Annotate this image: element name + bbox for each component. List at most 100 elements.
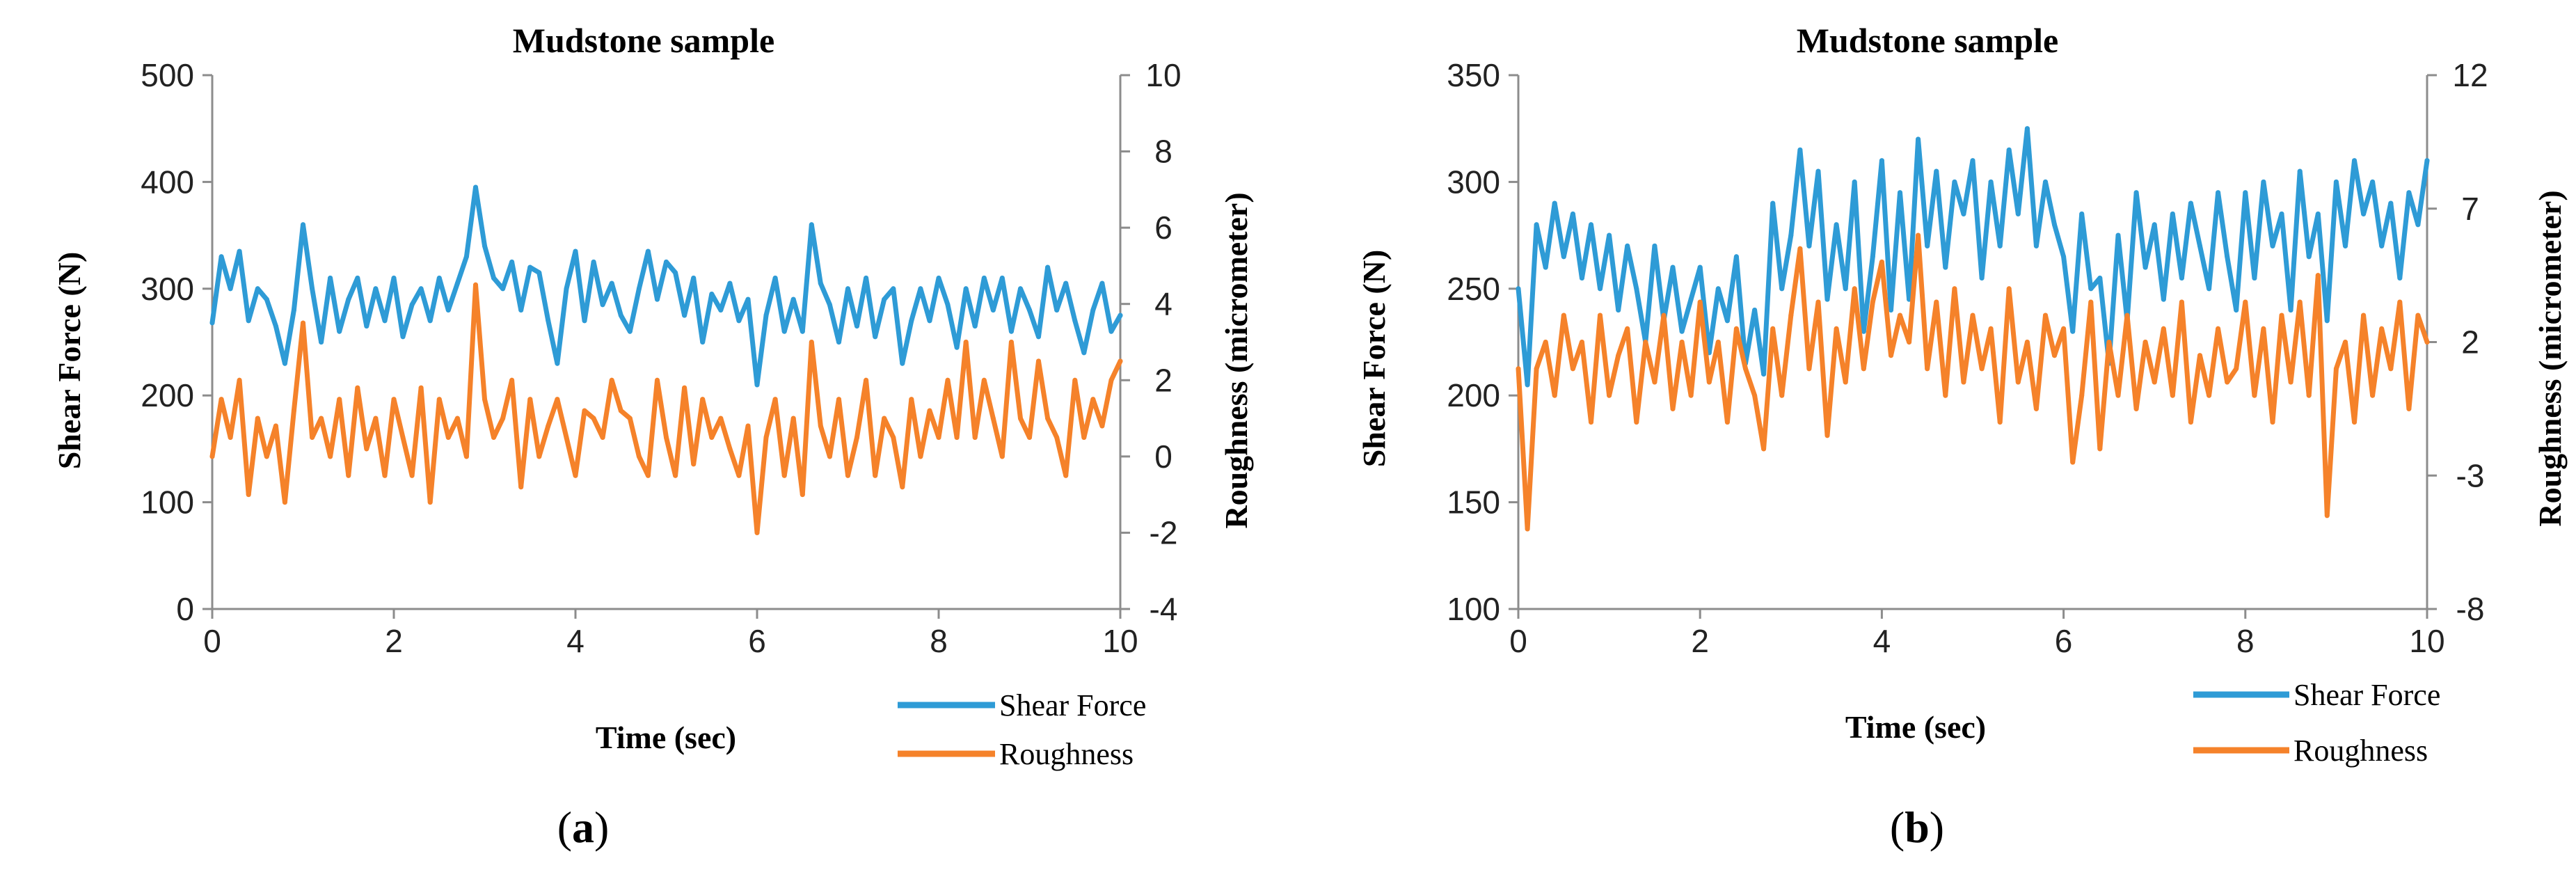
data-point [645,473,651,478]
data-point [2115,232,2121,238]
data-point [636,454,642,459]
legend: Shear Force Roughness [2193,678,2440,768]
data-point [1752,308,1758,313]
data-point [1616,308,1621,313]
x-tick-label: 4 [1873,623,1891,659]
data-point [255,416,260,421]
y-axis-left-title: Shear Force (N) [51,252,87,470]
y-left-tick-label: 100 [1447,591,1500,627]
data-point [582,408,587,413]
data-point [2070,329,2076,334]
data-point [364,324,369,329]
data-point [2261,326,2266,331]
x-tick-label: 10 [2409,623,2444,659]
data-point [1724,318,1730,324]
data-point [2170,211,2175,216]
data-point [645,248,651,254]
data-point [891,286,896,292]
data-point [2370,179,2376,184]
data-point [664,259,669,264]
data-point [1916,232,1921,238]
y-left-tick-label: 250 [1447,271,1500,307]
data-point [1525,382,1530,388]
data-point [546,423,551,429]
data-point [664,435,669,440]
data-point [319,340,324,345]
data-point [1861,366,1866,372]
data-point [246,492,251,498]
series-lines [1516,126,2430,532]
data-point [882,296,887,302]
y-left-tick-label: 500 [141,57,194,93]
data-point [591,416,596,421]
data-point [800,329,805,334]
chart-title: Mudstone sample [513,21,774,60]
data-point [1970,313,1975,318]
data-point [809,340,814,345]
data-point [1063,473,1069,478]
data-point [2243,190,2248,196]
data-point [555,361,560,366]
data-point [209,454,215,459]
data-point [1761,446,1767,452]
data-point [209,320,215,326]
data-point [909,318,914,324]
series-line-shear-force [209,184,1123,388]
data-point [1027,435,1032,440]
data-point [1779,286,1785,292]
data-point [763,313,769,318]
y-axis-right-title: Roughness (micrometer) [1218,192,1254,528]
y-right-tick-label: -4 [1150,591,1178,627]
data-point [400,334,406,340]
data-point [1797,147,1803,152]
data-point [346,473,351,478]
data-point [1072,377,1078,383]
data-point [2370,393,2376,398]
y-right-tick-label: 2 [2461,324,2479,361]
data-point [1988,326,1994,331]
data-point [573,248,578,254]
data-point [1788,313,1794,318]
y-right-tick-label: 8 [1154,134,1172,170]
data-point [391,397,397,402]
data-point [1063,280,1069,286]
data-point [1108,329,1114,334]
y-left-tick-label: 400 [141,164,194,200]
y-right-tick-label: 6 [1154,209,1172,246]
data-point [1934,299,1939,305]
data-point [827,302,832,308]
data-point [2288,379,2293,385]
chart-panel-b: Mudstone sample 0 2 4 6 8 10 100 150 200 250 300 35… [1356,21,2568,852]
data-point [310,286,315,292]
data-point [2170,393,2175,398]
data-point [2015,211,2021,216]
data-point [873,473,878,478]
data-point [809,222,814,228]
data-point [600,302,605,308]
data-point [936,276,941,280]
x-tick-label: 0 [203,623,221,659]
data-point [2343,340,2348,345]
data-point [1733,326,1739,331]
data-point [382,473,388,478]
data-point [1670,264,1676,270]
y-right-tick-label: 0 [1154,438,1172,475]
data-point [2033,243,2039,248]
x-tick-label: 0 [1509,623,1527,659]
data-point [1879,259,1884,264]
data-point [1688,296,1694,302]
data-point [2052,353,2057,358]
data-point [618,313,623,318]
data-point [337,329,342,334]
data-point [745,423,751,429]
data-point [1761,372,1767,377]
data-point [218,254,224,260]
data-point [1961,211,1966,216]
data-point [600,435,605,440]
data-point [1997,420,2003,425]
data-point [2152,379,2157,385]
data-point [1561,254,1566,260]
data-point [2279,211,2284,216]
data-point [2388,366,2394,372]
